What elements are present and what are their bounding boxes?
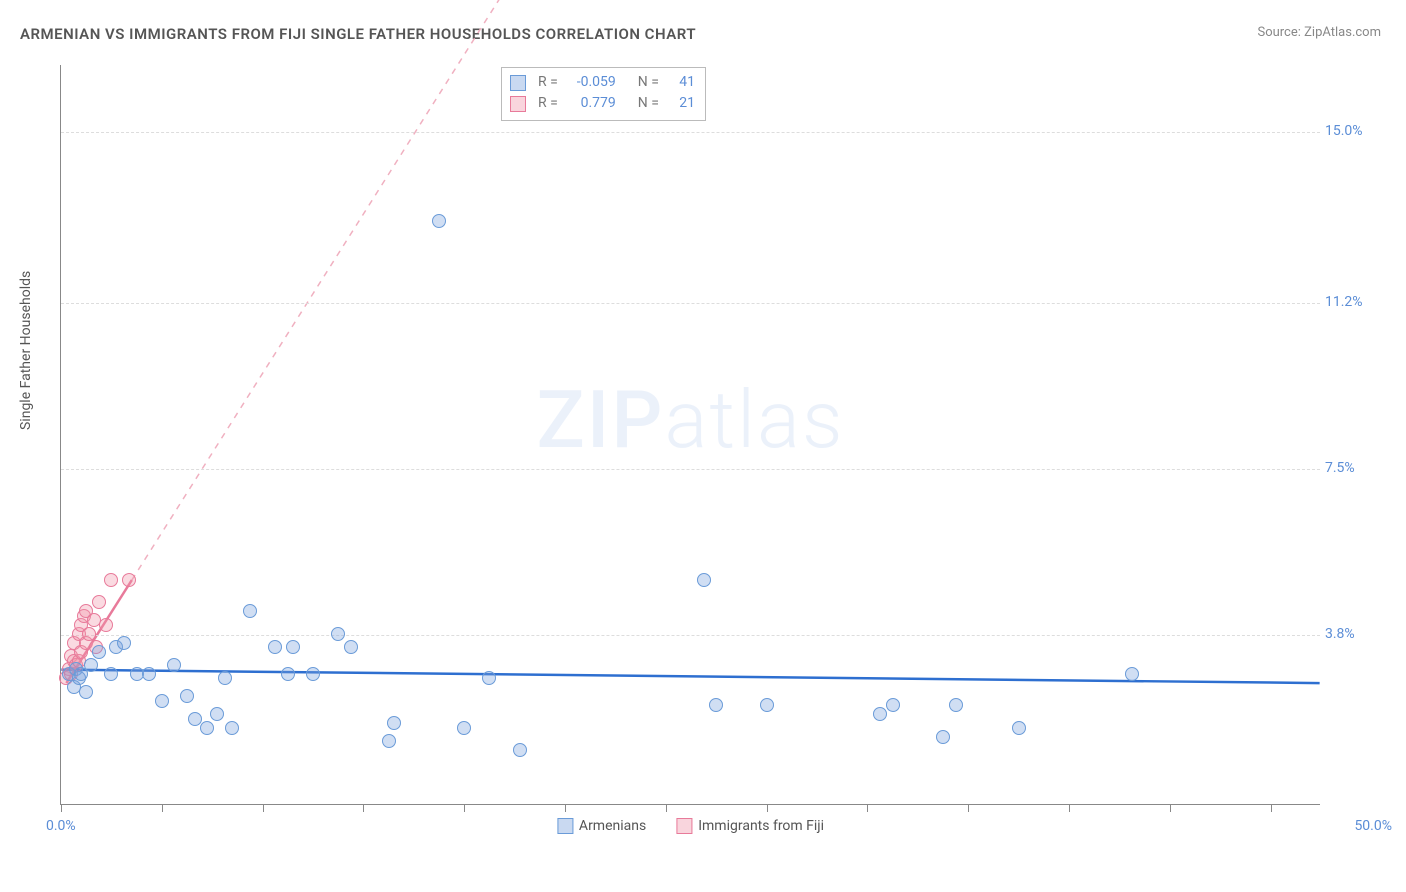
data-point [697, 573, 711, 587]
data-point [218, 671, 232, 685]
scatter-plot: ZIPatlas R =-0.059N =41R =0.779N =21 0.0… [60, 65, 1320, 805]
n-label: N = [638, 93, 659, 114]
data-point [84, 658, 98, 672]
data-point [286, 640, 300, 654]
source-prefix: Source: [1257, 25, 1304, 40]
data-point [117, 636, 131, 650]
source-attribution: Source: ZipAtlas.com [1257, 25, 1381, 40]
data-point [142, 667, 156, 681]
legend-label: Armenians [579, 818, 646, 834]
legend-swatch [676, 818, 692, 834]
data-point [180, 689, 194, 703]
gridline [61, 635, 1320, 636]
y-tick-label: 7.5% [1325, 460, 1385, 476]
x-axis-max-label: 50.0% [1354, 818, 1392, 834]
data-point [99, 618, 113, 632]
data-point [92, 645, 106, 659]
data-point [513, 743, 527, 757]
x-tick [867, 804, 868, 812]
x-tick [767, 804, 768, 812]
x-tick [61, 804, 62, 812]
data-point [331, 627, 345, 641]
data-point [457, 721, 471, 735]
data-point [200, 721, 214, 735]
gridline [61, 303, 1320, 304]
stats-row: R = 0.779 N = 21 [510, 93, 695, 114]
x-tick [1069, 804, 1070, 812]
legend-item: Armenians [557, 818, 646, 834]
x-tick [968, 804, 969, 812]
correlation-stats-box: R = -0.059 N = 41 R = 0.779 N = 21 [501, 67, 706, 121]
trend-lines-layer [61, 65, 1320, 804]
gridline [61, 469, 1320, 470]
n-label: N = [638, 72, 659, 93]
data-point [79, 685, 93, 699]
legend-swatch [510, 96, 526, 112]
n-value: 21 [667, 93, 695, 114]
x-axis-min-label: 0.0% [46, 818, 76, 834]
data-point [268, 640, 282, 654]
y-axis-label: Single Father Households [18, 271, 34, 430]
x-tick [1271, 804, 1272, 812]
data-point [188, 712, 202, 726]
data-point [387, 716, 401, 730]
data-point [432, 214, 446, 228]
data-point [167, 658, 181, 672]
legend-swatch [557, 818, 573, 834]
r-value: 0.779 [566, 93, 616, 114]
x-tick [162, 804, 163, 812]
chart-title: ARMENIAN VS IMMIGRANTS FROM FIJI SINGLE … [20, 25, 696, 43]
data-point [225, 721, 239, 735]
x-tick [666, 804, 667, 812]
x-tick [363, 804, 364, 812]
data-point [122, 573, 136, 587]
stats-row: R = -0.059 N = 41 [510, 72, 695, 93]
y-tick-label: 3.8% [1325, 626, 1385, 642]
data-point [382, 734, 396, 748]
bottom-legend: Armenians Immigrants from Fiji [557, 818, 824, 834]
y-tick-label: 15.0% [1325, 123, 1385, 139]
legend-label: Immigrants from Fiji [698, 818, 824, 834]
data-point [709, 698, 723, 712]
data-point [936, 730, 950, 744]
data-point [873, 707, 887, 721]
data-point [281, 667, 295, 681]
data-point [104, 573, 118, 587]
data-point [92, 595, 106, 609]
watermark: ZIPatlas [537, 373, 845, 467]
data-point [243, 604, 257, 618]
data-point [949, 698, 963, 712]
data-point [306, 667, 320, 681]
data-point [82, 627, 96, 641]
gridline [61, 132, 1320, 133]
trend-line-pink-extrapolated [132, 0, 515, 580]
data-point [344, 640, 358, 654]
legend-item: Immigrants from Fiji [676, 818, 824, 834]
x-tick [464, 804, 465, 812]
watermark-zip: ZIP [537, 373, 665, 467]
x-tick [263, 804, 264, 812]
y-tick-label: 11.2% [1325, 294, 1385, 310]
data-point [886, 698, 900, 712]
n-value: 41 [667, 72, 695, 93]
legend-swatch [510, 75, 526, 91]
r-value: -0.059 [566, 72, 616, 93]
data-point [155, 694, 169, 708]
x-tick [565, 804, 566, 812]
data-point [210, 707, 224, 721]
x-tick [1170, 804, 1171, 812]
data-point [1012, 721, 1026, 735]
data-point [760, 698, 774, 712]
r-label: R = [538, 93, 558, 114]
data-point [482, 671, 496, 685]
data-point [1125, 667, 1139, 681]
data-point [104, 667, 118, 681]
watermark-atlas: atlas [664, 373, 844, 467]
source-link[interactable]: ZipAtlas.com [1304, 25, 1381, 40]
r-label: R = [538, 72, 558, 93]
